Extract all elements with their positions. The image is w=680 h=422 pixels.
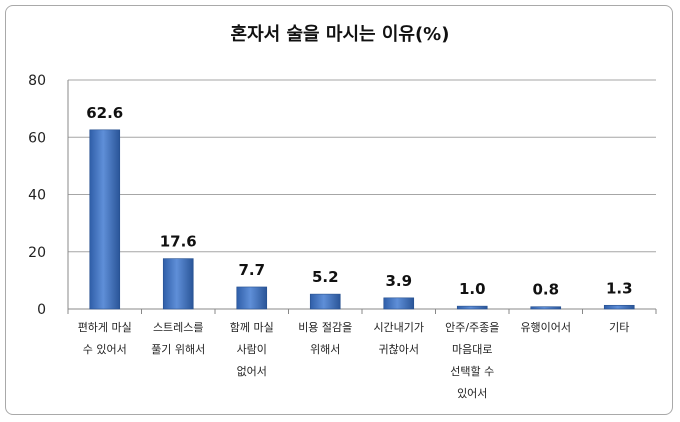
category-label-line: 선택할 수 xyxy=(450,365,494,378)
bar xyxy=(383,297,415,310)
bar xyxy=(89,129,121,310)
data-label: 62.6 xyxy=(86,104,123,122)
category-label-line: 위해서 xyxy=(310,342,340,356)
chart-title: 혼자서 술을 마시는 이유(%) xyxy=(230,24,450,45)
data-label: 1.3 xyxy=(606,279,633,297)
category-label-line: 없어서 xyxy=(237,365,267,378)
data-label: 7.7 xyxy=(238,261,265,279)
category-label-line: 비용 절감을 xyxy=(298,321,352,334)
category-label-line: 사람이 xyxy=(237,343,267,356)
category-label-line: 안주/주종을 xyxy=(445,321,499,334)
category-label: 기타 xyxy=(609,321,629,334)
y-tick-label: 60 xyxy=(28,130,46,146)
bar xyxy=(236,286,268,310)
y-tick-label: 40 xyxy=(28,188,46,204)
bar xyxy=(530,306,562,310)
category-label-line: 시간내기가 xyxy=(373,321,424,334)
category-label-line: 유행이어서 xyxy=(520,321,571,334)
bar xyxy=(456,305,488,310)
data-label: 0.8 xyxy=(532,281,559,299)
category-label: 유행이어서 xyxy=(520,321,571,334)
y-tick-label: 20 xyxy=(28,245,46,261)
category-label-line: 수 있어서 xyxy=(83,343,127,356)
category-label-line: 풀기 위해서 xyxy=(151,342,205,356)
category-label-line: 마음대로 xyxy=(452,343,492,356)
category-label-line: 함께 마실 xyxy=(230,321,274,334)
data-label: 3.9 xyxy=(385,272,412,290)
y-tick-label: 80 xyxy=(28,73,46,89)
bar xyxy=(309,293,341,310)
bar xyxy=(603,304,635,310)
category-label-line: 귀찮아서 xyxy=(379,343,419,356)
bar xyxy=(162,258,194,310)
y-tick-label: 0 xyxy=(37,302,46,318)
data-label: 17.6 xyxy=(160,233,197,251)
category-label-line: 있어서 xyxy=(457,387,487,400)
category-label-line: 스트레스를 xyxy=(153,321,204,334)
data-label: 5.2 xyxy=(312,268,339,286)
category-label-line: 기타 xyxy=(609,321,629,334)
data-label: 1.0 xyxy=(459,280,486,298)
category-label-line: 편하게 마실 xyxy=(78,320,132,334)
